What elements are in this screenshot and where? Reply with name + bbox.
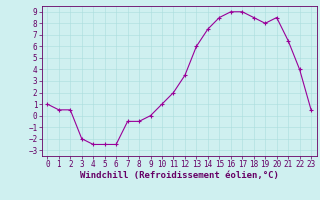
X-axis label: Windchill (Refroidissement éolien,°C): Windchill (Refroidissement éolien,°C) [80, 171, 279, 180]
